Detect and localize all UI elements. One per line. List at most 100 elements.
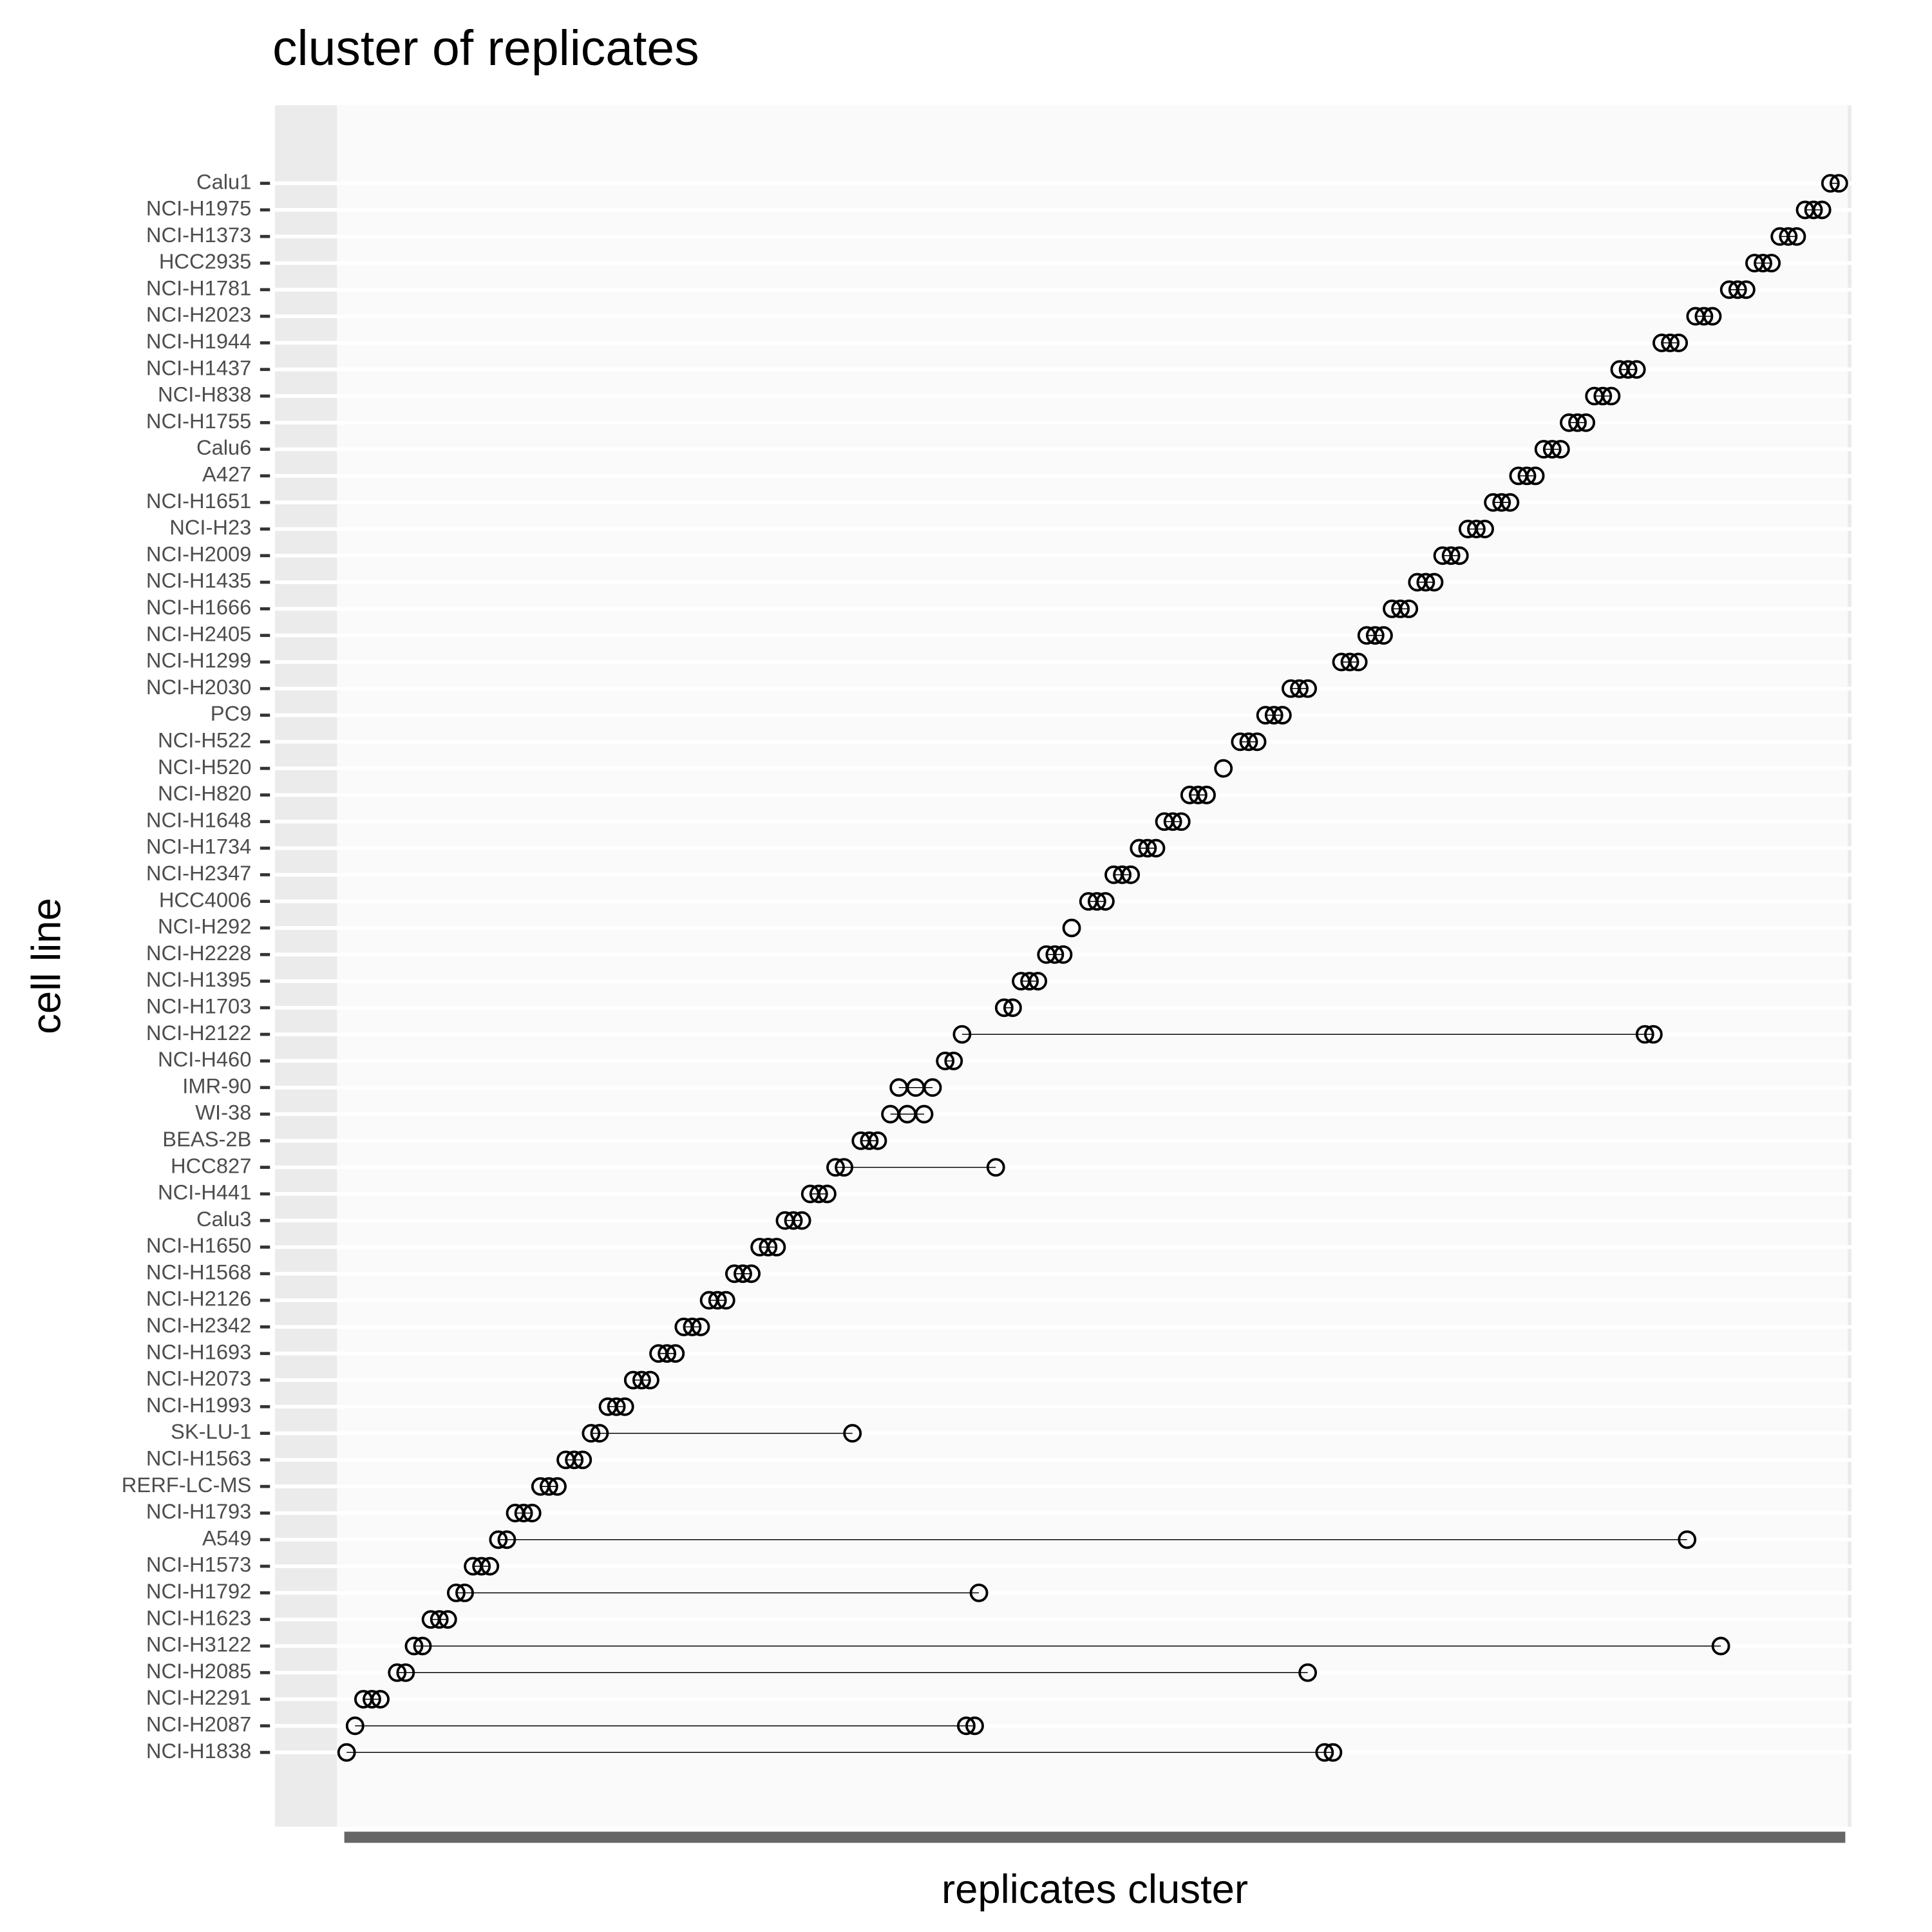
y-tick-label: NCI-H2073 [146,1367,252,1390]
replicate-point [658,1344,677,1363]
y-tick-label: NCI-H1651 [146,489,252,513]
replicate-point [914,1104,934,1124]
replicate-point [1618,360,1638,379]
replicate-point [1163,812,1182,831]
replicate-point [455,1583,474,1602]
replicate-point [438,1610,457,1629]
replicate-point [1467,520,1486,538]
y-tick-label: NCI-H23 [169,515,251,539]
y-tick-label: NCI-H1563 [146,1446,252,1470]
replicate-point [1197,786,1216,804]
replicate-point [1627,360,1646,379]
replicate-point [480,1557,500,1576]
replicate-point [1542,440,1562,459]
y-tick-label: NCI-H2023 [146,303,252,327]
y-tick-label: NCI-H1650 [146,1233,252,1257]
y-tick-label: SK-LU-1 [171,1419,251,1443]
y-tick-label: NCI-H1573 [146,1553,252,1577]
y-tick-label: NCI-H1435 [146,569,252,592]
y-tick-label: A427 [202,462,251,486]
replicate-point [337,1743,356,1762]
replicate-point [1340,652,1359,672]
replicate-point [1694,307,1714,326]
y-tick-label: NCI-H2122 [146,1021,252,1045]
replicate-point [944,1052,963,1070]
replicate-point [708,1291,727,1310]
y-tick-label: Calu6 [196,435,251,459]
replicate-point [1736,280,1756,299]
replicate-point [1711,1636,1730,1656]
replicate-point [1239,732,1258,752]
replicate-point [1121,865,1141,884]
y-tick-label: NCI-H1395 [146,967,252,991]
replicate-point [1214,759,1233,778]
replicate-point [1804,200,1823,220]
replicate-point [582,1424,601,1443]
replicate-point [843,1424,862,1443]
replicate-point [1787,227,1806,246]
replicate-point [1812,200,1832,220]
replicate-point [1425,573,1444,592]
replicate-point [923,1078,942,1097]
replicate-point [1087,892,1106,911]
replicate-point [1273,706,1292,724]
replicate-point [1492,493,1511,512]
y-tick-label: NCI-H520 [158,755,251,779]
replicate-point [1568,413,1587,432]
replicate-point [1095,892,1115,911]
y-tick-label: RERF-LC-MS [122,1473,252,1497]
y-tick-label: NCI-H1975 [146,196,252,220]
replicate-point [1577,413,1596,432]
y-tick-label: A549 [202,1526,251,1549]
replicate-point [514,1504,533,1522]
replicate-point [641,1370,659,1390]
replicate-point [1779,227,1798,246]
y-tick-label: NCI-H2030 [146,675,252,699]
y-tick-label: IMR-90 [182,1074,251,1097]
replicate-point [1450,546,1469,565]
replicate-point [1602,386,1621,406]
replicate-point [1054,945,1073,964]
replicate-point [683,1317,702,1336]
y-tick-label: NCI-H1693 [146,1340,252,1363]
replicate-point [1643,1025,1663,1044]
y-tick-label: NCI-H1568 [146,1260,252,1283]
replicate-point [809,1184,828,1204]
replicate-point [615,1397,634,1416]
replicate-point [994,998,1014,1018]
replicate-point [1323,1743,1343,1762]
replicate-point [1349,652,1368,672]
replicate-point [396,1663,415,1682]
replicate-point [1045,945,1065,964]
y-tick-label: NCI-H292 [158,914,251,938]
replicate-point [860,1131,879,1150]
replicate-point [1635,1025,1654,1044]
y-tick-label: BEAS-2B [162,1127,251,1151]
y-tick-label: NCI-H838 [158,383,251,406]
y-tick-label: NCI-H1373 [146,223,252,247]
replicate-point [472,1557,491,1576]
replicate-point [956,1716,976,1736]
y-tick-label: HCC4006 [159,887,252,911]
y-axis-label: cell line [24,898,70,1034]
replicate-point [345,1716,365,1736]
replicate-point [936,1052,955,1070]
y-tick-label: NCI-H2087 [146,1712,252,1736]
replicate-point [1829,174,1848,193]
replicate-point [1374,626,1393,645]
replicate-point [1020,972,1039,990]
y-tick-label: NCI-H460 [158,1047,251,1071]
y-tick-label: NCI-H3122 [146,1633,252,1656]
y-tick-label: NCI-H2291 [146,1685,252,1709]
replicate-point [1517,466,1537,486]
y-tick-label: NCI-H1648 [146,808,252,831]
replicate-point [632,1370,651,1390]
replicate-point [1501,493,1520,512]
replicate-point [965,1716,984,1736]
replicate-point [404,1636,424,1656]
y-tick-label: NCI-H1755 [146,409,252,433]
replicate-point [1391,599,1410,618]
replicate-point [1298,679,1318,698]
